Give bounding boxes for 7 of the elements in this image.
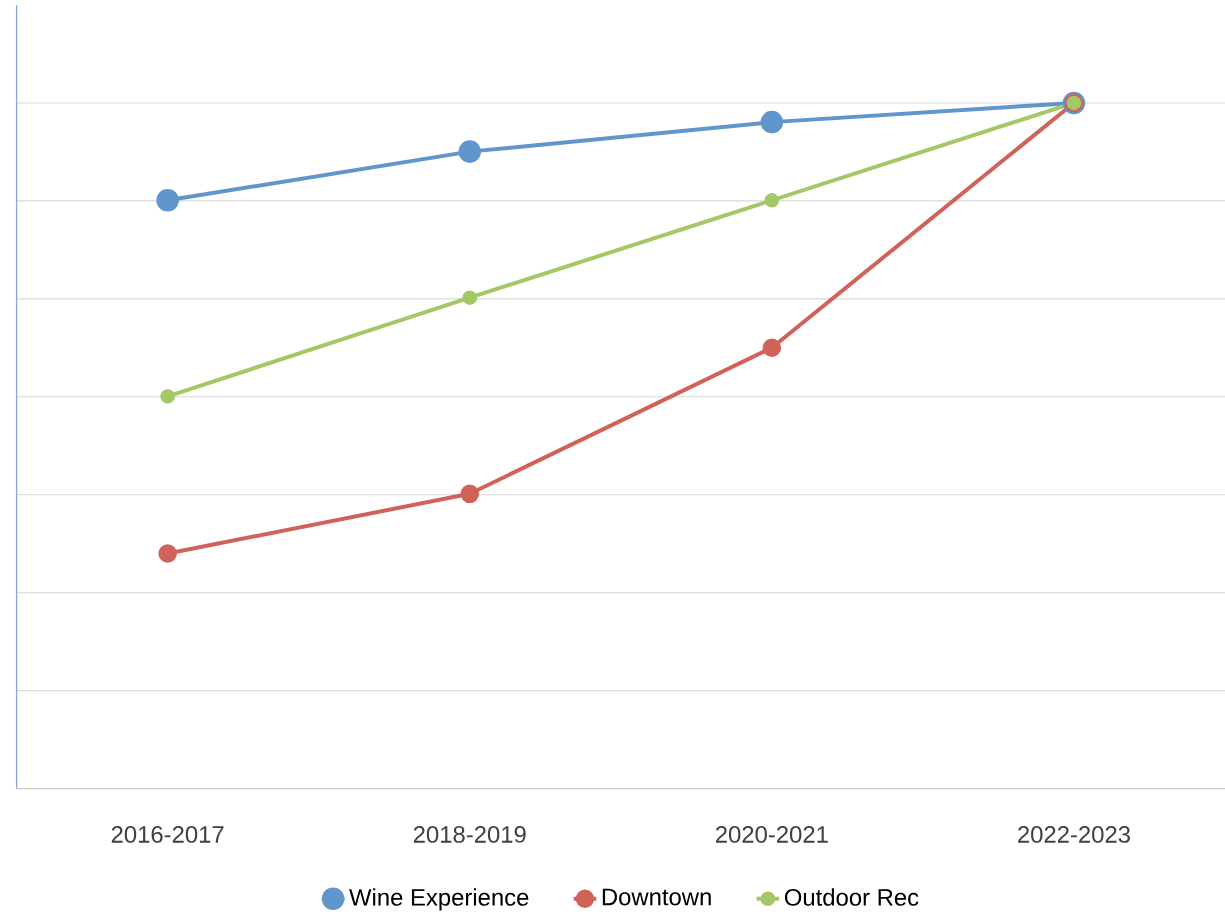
x-tick-label: 2020-2021 — [715, 825, 828, 843]
legend-label: Downtown — [602, 888, 711, 906]
legend-label: Outdoor Rec — [784, 888, 919, 906]
legend-label: Wine Experience — [349, 888, 529, 911]
x-tick-label: 2018-2019 — [413, 825, 526, 843]
x-tick-label: 2022-2023 — [1018, 825, 1130, 843]
x-tick-label: 2016-2017 — [111, 825, 224, 843]
